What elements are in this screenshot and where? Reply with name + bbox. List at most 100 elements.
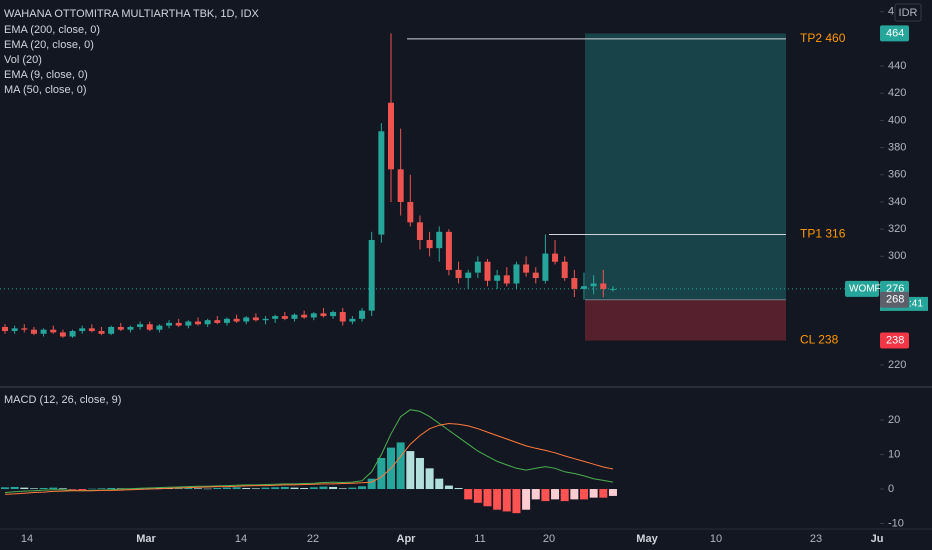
- candle-body: [378, 131, 385, 235]
- histogram-bar: [541, 489, 550, 502]
- histogram-bar: [97, 488, 106, 490]
- candle-body: [59, 332, 66, 337]
- histogram-bar: [608, 489, 617, 496]
- histogram-bar: [319, 486, 328, 490]
- histogram-bar: [29, 488, 38, 490]
- symbol-box: [845, 280, 879, 297]
- candle-body: [571, 278, 578, 289]
- candle-body: [88, 328, 95, 332]
- histogram-bar: [271, 487, 280, 490]
- histogram-bar: [580, 489, 588, 500]
- histogram-bar: [222, 487, 231, 490]
- histogram-bar: [68, 489, 77, 490]
- price-label-box: [880, 332, 909, 349]
- candle-body: [532, 272, 539, 279]
- candle-body: [339, 312, 346, 322]
- candle-body: [137, 324, 144, 327]
- candle-body: [388, 102, 394, 170]
- candle-body: [175, 322, 182, 326]
- candle-body: [2, 326, 8, 332]
- candle-body: [243, 317, 250, 322]
- histogram-bar: [377, 457, 386, 490]
- candle-body: [30, 329, 37, 334]
- candle-body: [368, 239, 375, 311]
- histogram-bar: [396, 442, 405, 490]
- chart-title: WAHANA OTTOMITRA MULTIARTHA TBK, 1D, IDX: [4, 8, 260, 20]
- y-tick-label: 400: [888, 114, 906, 126]
- candle-body: [233, 318, 240, 322]
- candle-body: [397, 169, 404, 202]
- currency-box: [894, 3, 922, 22]
- candle-body: [513, 264, 520, 284]
- macd-line: [4, 422, 614, 495]
- histogram-bar: [464, 489, 473, 500]
- histogram-bar: [10, 486, 19, 490]
- loss-zone: [585, 299, 786, 341]
- candle-body: [484, 261, 491, 281]
- histogram-bar: [570, 489, 579, 500]
- histogram-bar: [300, 487, 309, 490]
- candle-body: [262, 318, 269, 321]
- x-tick-label: 10: [710, 533, 722, 545]
- price-label: 238: [886, 334, 904, 346]
- candle-body: [436, 231, 443, 249]
- histogram-bar: [531, 489, 540, 500]
- candle-body: [108, 326, 115, 334]
- candle-body: [98, 331, 105, 334]
- candle-body: [127, 326, 134, 330]
- y-tick-label: 380: [888, 141, 906, 153]
- candle-body: [166, 322, 173, 326]
- candle-body: [474, 261, 481, 273]
- candle-body: [50, 329, 57, 333]
- y-tick-label: 340: [888, 196, 906, 208]
- candle-body: [349, 318, 356, 322]
- y-tick-label: 360: [888, 169, 906, 181]
- macd-title: MACD (12, 26, close, 9): [4, 394, 121, 406]
- histogram-bar: [599, 489, 608, 498]
- histogram-bar: [232, 487, 241, 490]
- histogram-bar: [107, 487, 116, 490]
- histogram-bar: [522, 489, 531, 510]
- histogram-bar: [406, 451, 415, 490]
- histogram-bar: [338, 488, 347, 490]
- candle-body: [69, 331, 76, 337]
- candle-body: [281, 316, 288, 319]
- x-tick-label: 20: [543, 533, 555, 545]
- candle-body: [21, 328, 28, 330]
- histogram-bar: [512, 489, 521, 514]
- candle-body: [204, 320, 211, 325]
- y-tick-label: 20: [888, 414, 900, 426]
- y-tick-label: 10: [888, 448, 900, 460]
- histogram-bar: [174, 487, 183, 490]
- candle-body: [252, 317, 259, 321]
- price-label: 464: [886, 27, 904, 39]
- candle-body: [320, 313, 327, 317]
- histogram-bar: [203, 488, 212, 490]
- histogram-bar: [184, 487, 193, 490]
- candle-body: [455, 269, 462, 279]
- indicator-legend: Vol (20): [4, 54, 42, 66]
- y-tick-label: 220: [888, 359, 906, 371]
- candle-body: [214, 320, 221, 323]
- y-tick-label: 320: [888, 223, 906, 235]
- histogram-bar: [415, 457, 424, 490]
- candle-body: [330, 312, 337, 317]
- histogram-bar: [58, 488, 67, 490]
- currency-label: IDR: [899, 7, 918, 19]
- candle-body: [523, 264, 530, 273]
- candle-body: [195, 321, 201, 325]
- candle-body: [426, 239, 433, 249]
- candle-body: [291, 314, 298, 319]
- target-label: TP1 316: [800, 227, 846, 241]
- x-tick-label: 14: [21, 533, 33, 545]
- histogram-bar: [444, 485, 453, 490]
- profit-zone: [585, 33, 786, 300]
- histogram-bar: [251, 488, 260, 490]
- y-tick-label: 420: [888, 87, 906, 99]
- histogram-bar: [20, 487, 29, 490]
- candle-body: [600, 283, 607, 289]
- histogram-bar: [473, 489, 482, 503]
- y-tick-label: -10: [888, 517, 904, 529]
- candle-body: [359, 310, 366, 319]
